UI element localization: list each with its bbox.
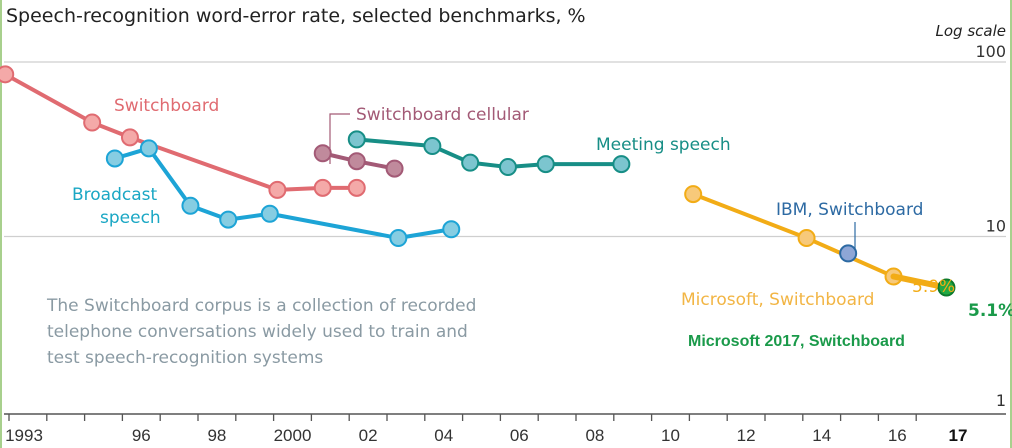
data-point-broadcast-speech-2 xyxy=(181,196,200,215)
note-line-2: telephone conversations widely used to t… xyxy=(47,322,468,342)
label-broadcast-line2: speech xyxy=(100,208,161,228)
x-tick-label-02: 02 xyxy=(359,426,378,445)
annotation-5-1-percent: 5.1% xyxy=(968,301,1012,321)
x-tick-label-1993: 1993 xyxy=(5,426,43,445)
x-tick-label-12: 12 xyxy=(737,426,756,445)
x-tick-label-10: 10 xyxy=(661,426,680,445)
data-point-broadcast-speech-1 xyxy=(139,139,158,158)
label-meeting-speech: Meeting speech xyxy=(596,135,731,155)
data-point-broadcast-speech-0 xyxy=(105,149,124,168)
label-microsoft-2017: Microsoft 2017, Switchboard xyxy=(688,333,905,350)
x-tick-label-16: 16 xyxy=(888,426,907,445)
series-layer xyxy=(0,65,956,297)
data-point-microsoft-switchboard-1 xyxy=(797,229,816,248)
series-line-meeting-speech xyxy=(356,137,622,170)
data-point-switchboard-1 xyxy=(83,113,102,132)
x-tick-label-2000: 2000 xyxy=(274,426,312,445)
data-point-meeting-speech-1 xyxy=(423,137,442,156)
data-point-switchboard-cellular-0 xyxy=(313,144,332,163)
cellular-leader-line xyxy=(329,113,350,164)
x-tick-label-06: 06 xyxy=(510,426,529,445)
label-ibm-switchboard: IBM, Switchboard xyxy=(776,200,923,220)
data-point-switchboard-cellular-2 xyxy=(385,159,404,178)
data-point-meeting-speech-0 xyxy=(347,130,366,149)
data-point-broadcast-speech-4 xyxy=(260,204,279,223)
chart-title: Speech-recognition word-error rate, sele… xyxy=(6,5,586,27)
x-tick-label-17: 17 xyxy=(949,426,968,445)
frame-border-right xyxy=(1010,0,1012,448)
data-point-broadcast-speech-5 xyxy=(389,229,408,248)
label-switchboard-cellular: Switchboard cellular xyxy=(356,105,529,125)
y-axis-ticks: 100 10 1 xyxy=(975,42,1006,410)
data-point-switchboard-0 xyxy=(0,65,15,84)
label-microsoft-switchboard: Microsoft, Switchboard xyxy=(681,290,874,310)
microsoft-2017-connector-line xyxy=(890,273,950,291)
annotation-5-9-percent: 5.9% xyxy=(912,277,955,297)
data-point-meeting-speech-4 xyxy=(536,155,555,174)
frame-border-left xyxy=(0,0,2,448)
data-point-switchboard-cellular-1 xyxy=(347,152,366,171)
data-point-switchboard-2 xyxy=(120,128,139,147)
data-point-switchboard-4 xyxy=(313,178,332,197)
x-tick-label-04: 04 xyxy=(434,426,453,445)
y-tick-label-100: 100 xyxy=(975,42,1006,61)
data-point-microsoft-switchboard-0 xyxy=(684,185,703,204)
gridlines xyxy=(4,61,1006,238)
data-point-ibm-switchboard-0 xyxy=(839,244,858,263)
y-tick-label-10: 10 xyxy=(986,217,1006,236)
x-axis: 1993 96 98 2000 02 04 06 08 10 12 14 16 17 xyxy=(4,413,1006,445)
data-point-broadcast-speech-3 xyxy=(219,210,238,229)
note-line-3: test speech-recognition systems xyxy=(47,348,323,368)
series-line-switchboard xyxy=(4,72,357,192)
data-point-microsoft-2017-switchboard-0 xyxy=(937,278,956,297)
data-point-meeting-speech-3 xyxy=(498,158,517,177)
data-point-switchboard-3 xyxy=(268,180,287,199)
label-broadcast-line1: Broadcast xyxy=(72,185,158,205)
y-tick-label-1: 1 xyxy=(996,391,1006,410)
note-line-1: The Switchboard corpus is a collection o… xyxy=(46,296,476,316)
data-point-switchboard-5 xyxy=(347,178,366,197)
data-point-meeting-speech-5 xyxy=(612,155,631,174)
label-switchboard: Switchboard xyxy=(114,96,219,116)
data-point-meeting-speech-2 xyxy=(461,153,480,172)
log-scale-note: Log scale xyxy=(936,22,1006,40)
x-tick-label-96: 96 xyxy=(132,426,151,445)
x-tick-label-98: 98 xyxy=(207,426,226,445)
x-tick-label-08: 08 xyxy=(585,426,604,445)
data-point-broadcast-speech-6 xyxy=(442,220,461,239)
x-tick-label-14: 14 xyxy=(812,426,831,445)
